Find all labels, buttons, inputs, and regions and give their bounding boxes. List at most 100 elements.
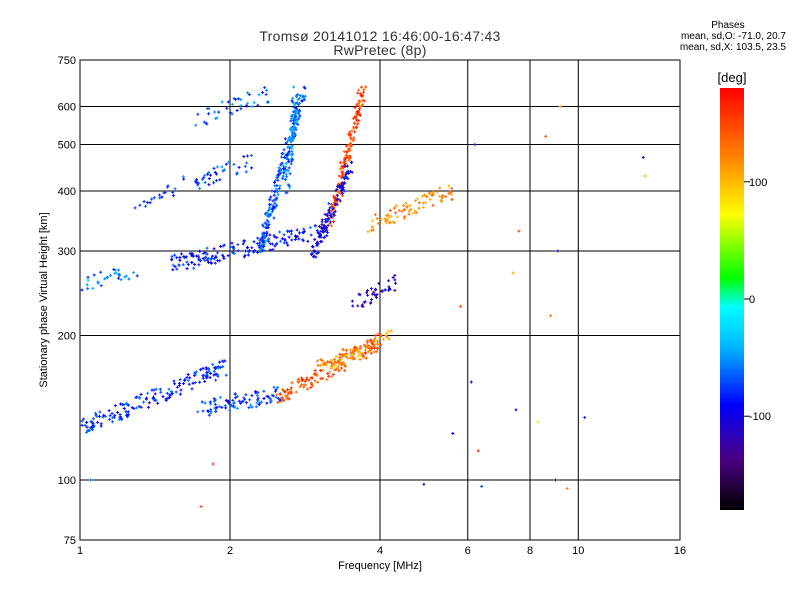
data-point: [345, 144, 349, 148]
data-point: [314, 224, 318, 228]
data-point: [329, 209, 333, 213]
data-point: [213, 110, 217, 114]
data-point: [173, 265, 177, 269]
data-point: [280, 387, 284, 391]
data-point: [123, 275, 127, 279]
data-point: [135, 406, 139, 410]
data-point: [279, 170, 283, 174]
data-point: [268, 233, 272, 237]
data-point: [233, 392, 237, 396]
data-point: [285, 175, 289, 179]
data-point: [202, 120, 206, 124]
data-point: [119, 278, 123, 282]
data-point: [274, 395, 278, 399]
data-point: [179, 388, 183, 392]
data-point: [279, 239, 283, 243]
data-point: [193, 381, 197, 385]
data-point: [323, 361, 327, 365]
data-point: [271, 247, 275, 251]
data-point: [296, 380, 300, 384]
data-point: [276, 178, 280, 182]
data-point: [364, 356, 368, 360]
data-point: [295, 235, 299, 239]
data-point: [207, 177, 211, 181]
data-point: [96, 420, 100, 424]
data-point: [116, 276, 120, 280]
data-point: [265, 223, 269, 227]
data-point: [316, 251, 320, 255]
data-point: [356, 122, 360, 126]
data-point: [424, 200, 428, 204]
data-point: [272, 385, 276, 389]
data-point: [224, 398, 228, 402]
data-point: [172, 379, 176, 383]
data-point: [281, 151, 285, 155]
data-point: [196, 183, 200, 187]
data-point: [202, 252, 206, 255]
data-point: [325, 234, 329, 238]
data-point: [325, 214, 329, 218]
data-point: [296, 101, 300, 105]
data-point: [282, 233, 286, 237]
data-point: [305, 376, 309, 380]
data-point: [369, 345, 373, 349]
data-point: [380, 289, 384, 293]
data-point: [351, 117, 355, 121]
data-point: [294, 109, 298, 113]
data-point: [366, 289, 370, 293]
data-point: [252, 250, 256, 254]
data-point: [283, 137, 287, 141]
data-point: [193, 373, 197, 377]
data-point: [357, 104, 361, 108]
data-point: [201, 409, 205, 413]
data-point: [192, 254, 196, 258]
data-point: [278, 392, 282, 396]
data-point: [212, 181, 216, 185]
data-point: [425, 195, 429, 199]
data-point: [291, 100, 295, 104]
data-point: [332, 220, 336, 224]
data-point: [244, 249, 248, 253]
data-point: [161, 395, 165, 399]
phase-stats: Phases mean, sd,O: -71.0, 20.7 mean, sd,…: [680, 20, 786, 53]
data-point: [350, 160, 354, 164]
y-tick-label: 750: [58, 55, 76, 67]
data-point: [364, 85, 368, 89]
x-tick-label: 8: [527, 545, 533, 557]
data-point: [385, 335, 389, 339]
data-point: [385, 331, 389, 335]
x-tick-label: 16: [674, 545, 686, 557]
data-point: [344, 354, 348, 358]
data-point: [170, 392, 174, 396]
data-point: [272, 216, 276, 220]
data-point: [85, 283, 89, 287]
data-point: [444, 195, 448, 199]
data-point: [232, 401, 236, 405]
data-point: [139, 392, 143, 396]
data-point: [280, 396, 284, 400]
data-point: [175, 256, 179, 260]
data-point: [402, 208, 406, 212]
data-point: [358, 113, 362, 117]
data-point: [206, 172, 210, 176]
data-point: [209, 410, 213, 414]
data-point: [230, 241, 234, 245]
data-point: [371, 228, 375, 232]
data-point: [99, 284, 103, 288]
data-point: [431, 192, 435, 196]
data-point: [262, 244, 266, 248]
data-point: [297, 231, 301, 235]
data-point: [86, 275, 90, 279]
data-point: [301, 238, 305, 242]
data-point: [85, 430, 89, 434]
data-point: [194, 181, 198, 185]
data-point: [355, 111, 359, 115]
data-point: [447, 192, 451, 196]
data-point: [511, 271, 515, 275]
data-point: [437, 194, 441, 198]
data-point: [132, 407, 136, 411]
data-point: [360, 303, 364, 307]
data-point: [265, 214, 269, 218]
data-point: [184, 255, 188, 259]
data-point: [342, 361, 346, 365]
